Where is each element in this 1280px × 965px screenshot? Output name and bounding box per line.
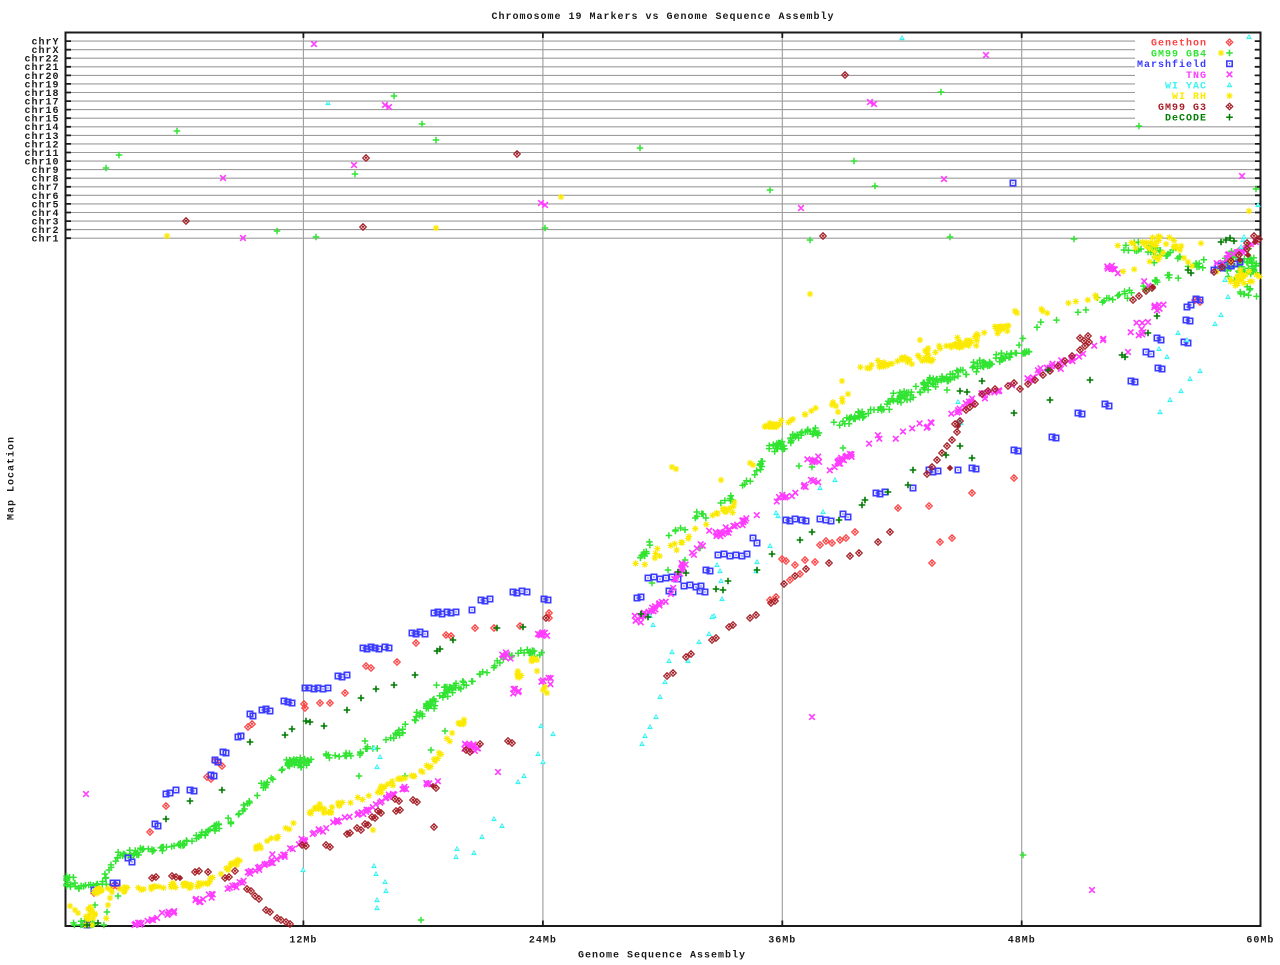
svg-text:chr21: chr21 — [24, 62, 59, 74]
svg-text:chr10: chr10 — [24, 157, 59, 169]
svg-text:Marshfield: Marshfield — [1137, 59, 1207, 71]
svg-text:chr14: chr14 — [24, 122, 59, 134]
svg-text:chr9: chr9 — [31, 165, 59, 177]
svg-text:WI RH: WI RH — [1172, 92, 1207, 103]
svg-text:Chromosome 19 Markers vs Genom: Chromosome 19 Markers vs Genome Sequence… — [491, 11, 834, 23]
svg-text:chr12: chr12 — [24, 139, 59, 151]
svg-text:GM99 G3: GM99 G3 — [1158, 103, 1207, 114]
svg-text:chr3: chr3 — [31, 217, 59, 229]
svg-text:DeCODE: DeCODE — [1165, 114, 1207, 125]
svg-text:TNG: TNG — [1186, 71, 1207, 82]
svg-text:chr5: chr5 — [31, 199, 59, 211]
svg-text:chr8: chr8 — [31, 174, 59, 186]
svg-text:Map Location: Map Location — [6, 436, 18, 520]
svg-text:36Mb: 36Mb — [768, 935, 796, 947]
svg-text:chrY: chrY — [31, 37, 59, 49]
svg-text:chr22: chr22 — [24, 54, 59, 66]
svg-text:GM99 GB4: GM99 GB4 — [1151, 49, 1207, 60]
svg-text:chr16: chr16 — [24, 105, 59, 117]
svg-text:chr20: chr20 — [24, 71, 59, 83]
svg-text:chr4: chr4 — [31, 208, 59, 220]
svg-text:chr1: chr1 — [31, 234, 59, 246]
svg-text:24Mb: 24Mb — [529, 935, 557, 947]
svg-text:chr7: chr7 — [31, 182, 59, 194]
svg-text:Genethon: Genethon — [1151, 38, 1207, 50]
svg-text:chr15: chr15 — [24, 114, 59, 126]
svg-text:chr6: chr6 — [31, 191, 59, 203]
svg-text:48Mb: 48Mb — [1008, 935, 1036, 947]
svg-text:Genome Sequence Assembly: Genome Sequence Assembly — [578, 950, 746, 961]
svg-text:12Mb: 12Mb — [289, 935, 317, 947]
svg-text:WI YAC: WI YAC — [1165, 82, 1207, 93]
svg-text:chr18: chr18 — [24, 88, 59, 100]
svg-text:chr13: chr13 — [24, 131, 59, 143]
svg-text:chrX: chrX — [31, 45, 59, 57]
svg-text:chr17: chr17 — [24, 97, 59, 109]
svg-text:chr2: chr2 — [31, 225, 59, 237]
svg-text:chr11: chr11 — [24, 148, 59, 160]
svg-text:60Mb: 60Mb — [1246, 935, 1274, 947]
svg-text:chr19: chr19 — [24, 79, 59, 91]
